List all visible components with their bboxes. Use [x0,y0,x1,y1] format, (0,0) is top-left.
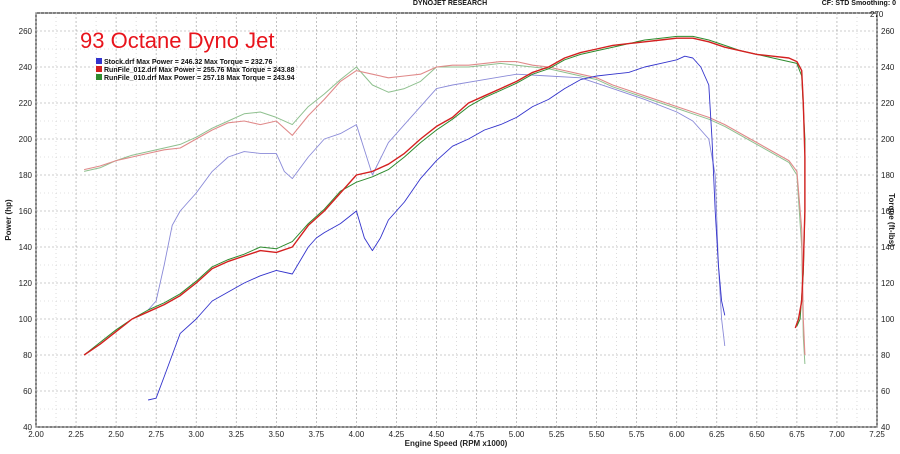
y-left-tick-label: 180 [19,171,33,180]
x-tick-label: 2.00 [28,430,44,439]
y-right-tick-label: 100 [881,315,895,324]
legend-swatch-run012 [96,66,102,72]
x-tick-label: 7.25 [869,430,885,439]
y-left-tick-label: 40 [23,423,32,432]
chart-header-title: DYNOJET RESEARCH [412,0,488,7]
legend: Stock.drf Max Power = 246.32 Max Torque … [96,58,295,82]
y-right-axis-label: Torque (ft-lbs) [887,193,896,247]
x-tick-label: 3.00 [188,430,204,439]
x-tick-label: 5.25 [549,430,565,439]
y-left-tick-label: 100 [19,315,33,324]
legend-swatch-stock [96,58,102,64]
x-tick-label: 5.00 [509,430,525,439]
y-right-tick-label: 80 [881,351,890,360]
x-tick-label: 6.50 [749,430,765,439]
y-left-tick-label: 80 [23,351,32,360]
y-right-tick-270: 270 [870,10,884,19]
chart-header-settings: CF: STD Smoothing: 0 [821,0,896,7]
y-right-tick-label: 160 [881,207,895,216]
series-line-stock_torque [147,73,726,347]
y-left-tick-label: 120 [19,279,33,288]
x-tick-label: 2.25 [68,430,84,439]
x-tick-label: 3.25 [228,430,244,439]
y-left-tick-label: 260 [19,27,33,36]
x-tick-label: 3.75 [309,430,325,439]
overlay-title: 93 Octane Dyno Jet [80,28,274,53]
series-line-run012_power [83,37,806,356]
series-line-run012_torque [83,61,806,356]
y-right-tick-label: 120 [881,279,895,288]
x-tick-labels: 2.00 2.25 2.50 2.75 3.00 3.25 3.50 3.75 4.00 4.25… [28,430,885,439]
legend-entry-run010: RunFile_010.drf Max Power = 257.18 Max T… [104,75,295,82]
y-right-tick-label: 220 [881,99,895,108]
x-tick-label: 6.75 [789,430,805,439]
legend-swatch-run010 [96,74,102,80]
x-tick-label: 2.50 [108,430,124,439]
x-tick-label: 3.50 [268,430,284,439]
y-right-tick-label: 180 [881,171,895,180]
y-left-tick-label: 200 [19,135,33,144]
y-left-tick-label: 220 [19,99,33,108]
legend-entry-run012: RunFile_012.drf Max Power = 255.76 Max T… [104,67,295,74]
y-right-tick-label: 240 [881,63,895,72]
x-axis-label: Engine Speed (RPM x1000) [405,439,508,448]
x-tick-label: 2.75 [148,430,164,439]
y-right-tick-label: 140 [881,243,895,252]
y-left-tick-label: 240 [19,63,33,72]
x-tick-label: 5.75 [629,430,645,439]
y-right-tick-label: 260 [881,27,895,36]
legend-entry-stock: Stock.drf Max Power = 246.32 Max Torque … [104,59,272,66]
series-line-run010_torque [83,62,806,365]
y-left-tick-labels: 40 60 80 100 120 140 160 180 200 220 240 260 [19,27,33,432]
y-right-tick-labels: 40 60 80 100 120 140 160 180 200 220 240 260 [881,27,895,432]
y-right-tick-label: 40 [881,423,890,432]
y-right-tick-label: 60 [881,387,890,396]
x-tick-label: 4.00 [349,430,365,439]
y-right-tick-label: 200 [881,135,895,144]
series-lines [83,35,806,401]
y-left-axis-label: Power (hp) [4,199,13,241]
x-tick-label: 6.00 [669,430,685,439]
x-tick-label: 4.75 [469,430,485,439]
grid [35,12,878,428]
x-tick-label: 6.25 [709,430,725,439]
x-tick-label: 4.25 [389,430,405,439]
y-left-tick-label: 140 [19,243,33,252]
y-left-tick-label: 60 [23,387,32,396]
y-left-tick-label: 160 [19,207,33,216]
x-tick-label: 4.50 [429,430,445,439]
x-tick-label: 7.00 [829,430,845,439]
series-line-stock_power [148,55,726,401]
series-line-run010_power [83,35,806,356]
x-tick-label: 5.50 [589,430,605,439]
